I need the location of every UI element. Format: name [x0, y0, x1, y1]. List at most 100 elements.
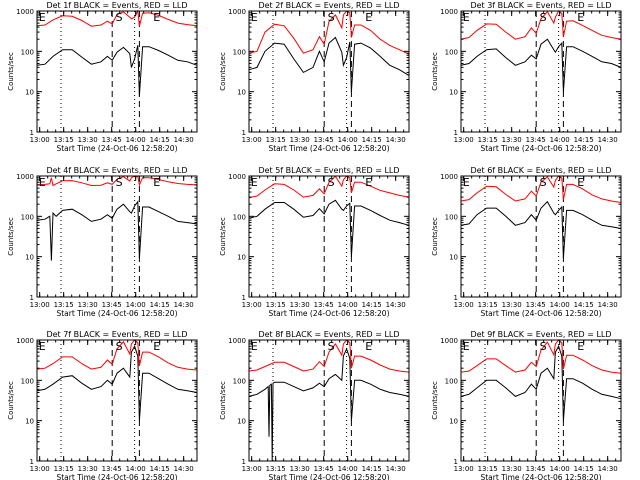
series-line-lld [36, 339, 198, 371]
y-tick-label: 1 [242, 458, 246, 466]
x-tick-label: 14:30 [598, 301, 618, 309]
x-tick-label: 13:30 [78, 301, 98, 309]
series-line-lld [36, 9, 198, 27]
x-tick-label: 14:15 [150, 465, 170, 473]
x-tick-label: 13:45 [526, 465, 546, 473]
x-tick-label: 14:30 [598, 465, 618, 473]
event-marker-label: S [328, 176, 335, 189]
plot-frame [36, 175, 198, 298]
x-tick-label: 14:00 [550, 136, 570, 144]
event-marker-label: E [463, 176, 470, 189]
y-tick-label: 1000 [440, 8, 458, 16]
event-marker-label: S [116, 176, 123, 189]
x-tick-label: 14:30 [598, 136, 618, 144]
y-tick-label: 1000 [440, 173, 458, 181]
y-tick-label: 1000 [228, 8, 246, 16]
x-tick-label: 14:00 [126, 301, 146, 309]
y-tick-label: 1000 [16, 8, 34, 16]
series-line-lld [248, 10, 410, 55]
series-line-lld [460, 10, 622, 40]
x-axis-label: Start Time (24-Oct-06 12:58:20) [480, 309, 601, 318]
y-tick-label: 10 [25, 254, 34, 262]
x-tick-label: 13:30 [290, 136, 310, 144]
x-tick-label: 13:45 [102, 465, 122, 473]
x-axis-label: Start Time (24-Oct-06 12:58:20) [56, 473, 177, 480]
event-marker-label: E [39, 176, 46, 189]
x-tick-label: 13:45 [314, 465, 334, 473]
plot-frame [36, 339, 198, 462]
x-tick-label: 14:30 [386, 465, 406, 473]
y-tick-label: 100 [233, 377, 246, 385]
y-tick-label: 1 [454, 129, 458, 137]
x-tick-label: 14:00 [550, 301, 570, 309]
x-tick-label: 13:00 [30, 301, 50, 309]
series-line-events [36, 200, 198, 261]
event-marker-label: E [39, 340, 46, 353]
x-axis-label: Start Time (24-Oct-06 12:58:20) [56, 144, 177, 153]
x-axis-label: Start Time (24-Oct-06 12:58:20) [268, 473, 389, 480]
y-tick-label: 100 [233, 48, 246, 56]
x-tick-label: 14:15 [362, 301, 382, 309]
y-tick-label: 10 [237, 254, 246, 262]
x-tick-label: 13:30 [78, 465, 98, 473]
series-line-lld [248, 175, 410, 199]
y-tick-label: 1000 [16, 173, 34, 181]
x-tick-label: 13:00 [242, 301, 262, 309]
panel-title: Det 8f BLACK = Events, RED = LLD [258, 330, 399, 339]
x-tick-label: 14:15 [574, 136, 594, 144]
event-marker-label: S [540, 176, 547, 189]
x-tick-label: 14:00 [338, 301, 358, 309]
x-tick-label: 13:15 [266, 136, 286, 144]
plot-frame [460, 175, 622, 298]
x-tick-label: 13:15 [266, 301, 286, 309]
event-marker-label: E [365, 340, 372, 353]
y-axis-label: Counts/sec [219, 217, 227, 256]
event-marker-label: E [251, 11, 258, 24]
x-tick-label: 14:15 [150, 136, 170, 144]
x-tick-label: 13:15 [478, 136, 498, 144]
x-tick-label: 13:15 [478, 465, 498, 473]
x-tick-label: 13:00 [454, 301, 474, 309]
y-tick-label: 1 [454, 294, 458, 302]
y-axis-label: Counts/sec [7, 217, 15, 256]
plot-frame [248, 339, 410, 462]
event-marker-label: E [365, 176, 372, 189]
plot-frame [460, 339, 622, 462]
y-tick-label: 1 [242, 294, 246, 302]
plot-frame [36, 10, 198, 133]
x-tick-label: 13:00 [454, 465, 474, 473]
y-tick-label: 10 [449, 418, 458, 426]
x-axis-label: Start Time (24-Oct-06 12:58:20) [480, 473, 601, 480]
x-tick-label: 14:30 [174, 136, 194, 144]
y-tick-label: 1000 [228, 337, 246, 345]
x-tick-label: 13:00 [242, 136, 262, 144]
y-tick-label: 100 [21, 213, 34, 221]
y-axis-label: Counts/sec [7, 381, 15, 420]
panel-title: Det 4f BLACK = Events, RED = LLD [46, 166, 187, 175]
x-tick-label: 13:00 [30, 136, 50, 144]
event-marker-label: E [153, 340, 160, 353]
y-tick-label: 100 [21, 377, 34, 385]
x-tick-label: 13:45 [526, 301, 546, 309]
y-tick-label: 1 [454, 458, 458, 466]
series-line-events [36, 45, 198, 96]
y-tick-label: 1000 [228, 173, 246, 181]
series-line-lld [248, 339, 410, 373]
x-tick-label: 13:30 [502, 465, 522, 473]
panel-title: Det 1f BLACK = Events, RED = LLD [46, 1, 187, 10]
event-marker-label: S [540, 11, 547, 24]
x-tick-label: 14:30 [174, 465, 194, 473]
x-tick-label: 13:15 [54, 465, 74, 473]
y-tick-label: 100 [445, 48, 458, 56]
event-marker-label: E [251, 176, 258, 189]
x-tick-label: 14:15 [362, 465, 382, 473]
x-tick-label: 14:15 [574, 301, 594, 309]
x-tick-label: 13:00 [454, 136, 474, 144]
x-tick-label: 14:30 [174, 301, 194, 309]
